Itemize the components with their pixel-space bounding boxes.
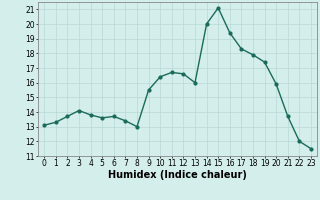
X-axis label: Humidex (Indice chaleur): Humidex (Indice chaleur) (108, 170, 247, 180)
